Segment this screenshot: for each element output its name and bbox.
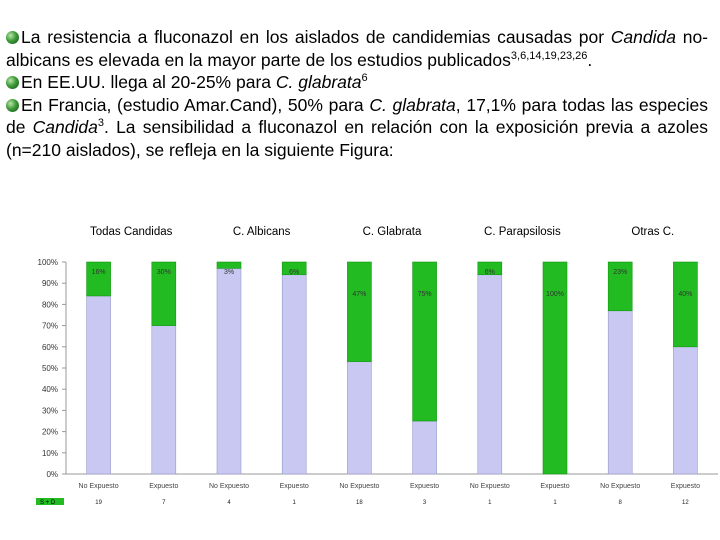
green-bullet-icon <box>6 31 19 44</box>
category-label: No Expuesto <box>209 483 249 490</box>
paragraph-1: La resistencia a fluconazol en los aisla… <box>6 26 708 71</box>
p2-italic: C. glabrata <box>275 72 362 93</box>
table-cell: 1 <box>293 500 297 506</box>
category-label: Expuesto <box>280 483 309 490</box>
data-label: 47% <box>352 291 366 298</box>
p1-italic: Candida <box>610 27 676 47</box>
table-cell: 7 <box>162 500 166 506</box>
bar-segment-s <box>216 268 242 475</box>
p3-text: En Francia, (estudio Amar.Cand), 50% par… <box>21 94 370 115</box>
bar-segment-resistant <box>216 261 242 269</box>
p1-text-2: no-albicans es elevada en la mayor parte… <box>6 27 709 70</box>
y-tick-label: 20% <box>42 428 58 437</box>
table-cell: 19 <box>95 500 102 506</box>
data-label: 100% <box>546 291 564 298</box>
table-cell: 1 <box>553 500 557 506</box>
data-label: 75% <box>418 291 432 298</box>
data-label: 40% <box>678 291 692 298</box>
y-tick-label: 40% <box>42 385 58 394</box>
y-tick-label: 60% <box>42 343 58 352</box>
bar-segment-s <box>347 361 372 475</box>
bar-segment-s <box>151 325 177 475</box>
text-block: La resistencia a fluconazol en los aisla… <box>6 26 708 162</box>
bar-segment-resistant <box>151 261 177 326</box>
data-label: 30% <box>157 269 171 276</box>
green-bullet-icon <box>6 76 19 90</box>
category-label: No Expuesto <box>470 483 510 490</box>
bar-segment-resistant <box>542 261 568 475</box>
table-cell: 3 <box>423 500 427 506</box>
bar-segment-s <box>86 295 111 475</box>
table-cell: 18 <box>356 500 363 506</box>
p3-text-2: , 17,1% para todas las especies de <box>6 94 708 138</box>
stacked-bar-chart: 100%90%80%70%60%50%40%30%20%10%0%16%No E… <box>36 258 718 506</box>
p1-end: . <box>587 49 593 70</box>
p3-italic: C. glabrata <box>369 94 456 115</box>
group-title: C. Glabrata <box>362 226 422 238</box>
y-tick-label: 80% <box>42 300 58 309</box>
bar-segment-s <box>607 310 633 475</box>
bar-segment-resistant <box>607 261 633 312</box>
p1-text: La resistencia a fluconazol en los aisla… <box>21 27 611 47</box>
bar-segment-resistant <box>673 261 698 348</box>
bar-segment-s <box>281 274 307 475</box>
category-label: No Expuesto <box>600 483 640 490</box>
group-title: C. Albicans <box>232 226 291 238</box>
category-label: Expuesto <box>540 483 569 490</box>
data-label: 6% <box>289 269 299 276</box>
category-label: No Expuesto <box>79 483 119 490</box>
bar-segment-s <box>477 274 503 475</box>
bar-segment-s <box>673 346 698 475</box>
y-tick-label: 30% <box>42 406 58 415</box>
group-title: C. Parapsilosis <box>484 226 561 238</box>
paragraph-3: En Francia, (estudio Amar.Cand), 50% par… <box>6 94 708 162</box>
bar-segment-resistant <box>347 261 372 362</box>
y-tick-label: 70% <box>42 322 58 331</box>
table-legend-swatch <box>36 498 64 505</box>
bar-segment-s <box>412 420 437 475</box>
y-tick-label: 10% <box>42 449 58 458</box>
p2-text: En EE.UU. llega al 20-25% para <box>21 72 276 93</box>
p1-citation: 3,6,14,19,23,26 <box>510 49 588 62</box>
category-label: Expuesto <box>149 483 178 490</box>
bar-segment-resistant <box>477 261 503 276</box>
table-cell: 1 <box>488 500 492 506</box>
table-cell: 8 <box>619 500 623 506</box>
y-tick-label: 90% <box>42 279 58 288</box>
table-cell: 12 <box>682 500 689 506</box>
data-label: 6% <box>485 269 495 276</box>
y-tick-label: 100% <box>38 258 58 267</box>
p3-citation: 3 <box>97 117 104 130</box>
bar-segment-resistant <box>86 261 111 297</box>
data-label: 23% <box>613 269 627 276</box>
p3-italic-2: Candida <box>32 117 98 138</box>
table-cell: 4 <box>227 500 231 506</box>
p2-citation: 6 <box>361 72 368 85</box>
bar-segment-resistant <box>412 261 437 422</box>
bar-segment-resistant <box>281 261 307 276</box>
category-label: No Expuesto <box>339 483 379 490</box>
group-title: Todas Candidas <box>89 226 173 238</box>
data-label: 16% <box>92 269 106 276</box>
green-bullet-icon <box>6 98 19 112</box>
group-headers: Todas Candidas C. Albicans C. Glabrata C. P… <box>0 226 720 242</box>
category-label: Expuesto <box>671 483 700 490</box>
category-label: Expuesto <box>410 483 439 490</box>
y-tick-label: 0% <box>46 470 58 479</box>
paragraph-2: En EE.UU. llega al 20-25% para C. glabra… <box>6 71 708 94</box>
p3-text-3: . La sensibilidad a fluconazol en relaci… <box>6 117 708 160</box>
group-title: Otras C. <box>631 226 675 238</box>
y-tick-label: 50% <box>42 364 58 373</box>
data-label: 3% <box>224 269 234 276</box>
table-row-label: S + D <box>40 500 56 506</box>
